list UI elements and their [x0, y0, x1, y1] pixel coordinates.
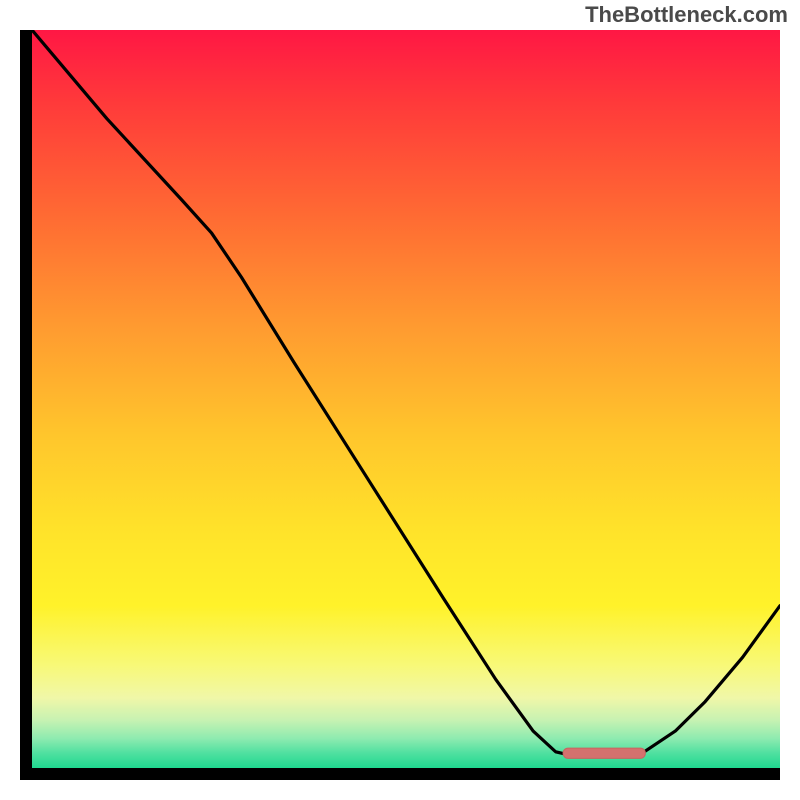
bottleneck-curve — [32, 30, 780, 757]
curve-layer — [32, 30, 780, 768]
chart-container: TheBottleneck.com — [0, 0, 800, 800]
valley-marker — [563, 748, 645, 758]
plot-frame — [20, 30, 780, 780]
watermark-text: TheBottleneck.com — [585, 2, 788, 28]
